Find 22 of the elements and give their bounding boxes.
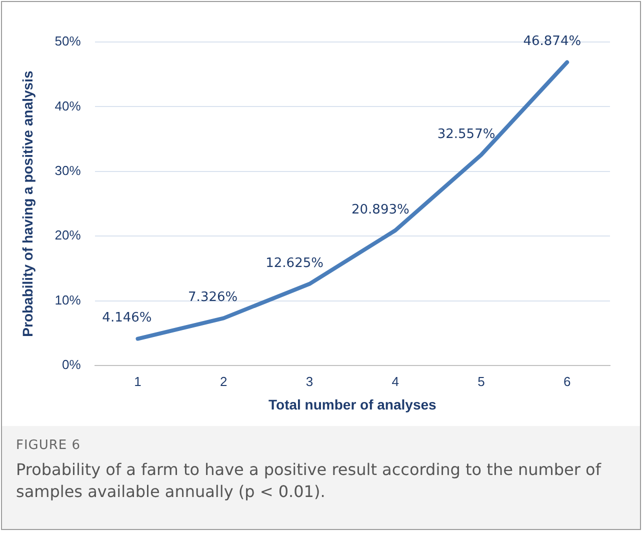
y-tick-label: 50%	[54, 34, 82, 49]
y-tick-label: 10%	[54, 292, 82, 308]
x-tick-label: 1	[134, 374, 142, 389]
y-tick-label: 40%	[54, 98, 82, 114]
data-label: 32.557%	[437, 126, 496, 142]
y-tick-label: 20%	[54, 228, 82, 243]
data-label: 12.625%	[266, 256, 324, 271]
x-axis-title: Total number of analyses	[268, 396, 437, 412]
x-tick-label: 4	[392, 374, 399, 389]
x-tick-label: 3	[306, 374, 314, 389]
x-tick-label: 5	[478, 374, 485, 389]
text: Probability of a farm to have a positive result according to the number of samples available annually (p < 0.01).	[16, 459, 602, 503]
x-tick-label: 6	[563, 374, 571, 389]
data-label: 20.893%	[352, 202, 410, 218]
data-label: 46.874%	[523, 34, 582, 50]
x-tick-label: 2	[220, 374, 228, 389]
y-tick-label: 0%	[62, 357, 82, 372]
data-label: 4.146%	[102, 310, 152, 326]
data-label: 7.326%	[188, 290, 238, 306]
caption: FIGURE 6	[16, 438, 82, 453]
y-tick-label: 30%	[54, 163, 82, 178]
y-axis-title: Probability of having a positive analysis	[19, 70, 36, 337]
